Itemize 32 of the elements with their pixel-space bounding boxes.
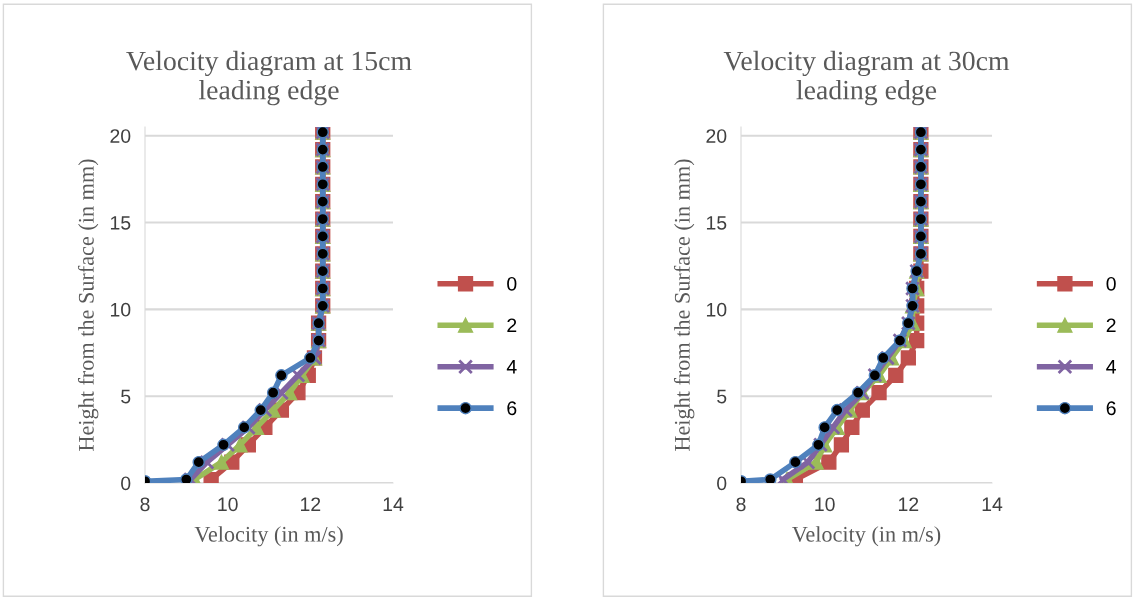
legend-label: 0: [1106, 276, 1116, 291]
y-tick-label: 20: [110, 129, 131, 143]
y-tick-label: 5: [121, 389, 131, 404]
chart-title: Velocity diagram at 30cm leading edge: [723, 50, 1010, 106]
y-tick-label: 5: [717, 389, 727, 404]
y-tick-label: 20: [706, 129, 727, 143]
x-tick-label: 8: [140, 497, 150, 512]
x-axis-title: Velocity (in m/s): [194, 526, 343, 547]
y-tick-label: 0: [717, 476, 727, 491]
y-axis-title: Height from the Surface (in mm): [673, 159, 695, 451]
x-tick-label: 14: [383, 497, 404, 511]
legend-label: 4: [506, 360, 517, 374]
y-tick-label: 15: [110, 216, 131, 230]
legend-label: 6: [507, 401, 517, 416]
y-tick-label: 10: [110, 302, 131, 317]
x-tick-label: 8: [736, 497, 746, 512]
legend-label: 0: [507, 276, 517, 291]
y-tick-label: 10: [706, 302, 727, 317]
y-tick-label: 15: [706, 216, 727, 230]
y-axis-title: Height from the Surface (in mm): [77, 159, 99, 451]
legend-label: 4: [1106, 360, 1116, 374]
x-tick-label: 12: [899, 497, 919, 511]
legend-label: 6: [1106, 401, 1116, 416]
x-tick-label: 10: [218, 497, 238, 512]
legend-label: 2: [507, 318, 517, 333]
x-tick-label: 12: [301, 497, 321, 511]
x-tick-label: 14: [982, 497, 1003, 511]
legend-label: 2: [1106, 318, 1116, 333]
chart-title: Velocity diagram at 15cm leading edge: [126, 50, 412, 106]
y-tick-label: 0: [121, 476, 131, 491]
x-axis-title: Velocity (in m/s): [792, 526, 941, 547]
x-tick-label: 10: [815, 497, 835, 512]
